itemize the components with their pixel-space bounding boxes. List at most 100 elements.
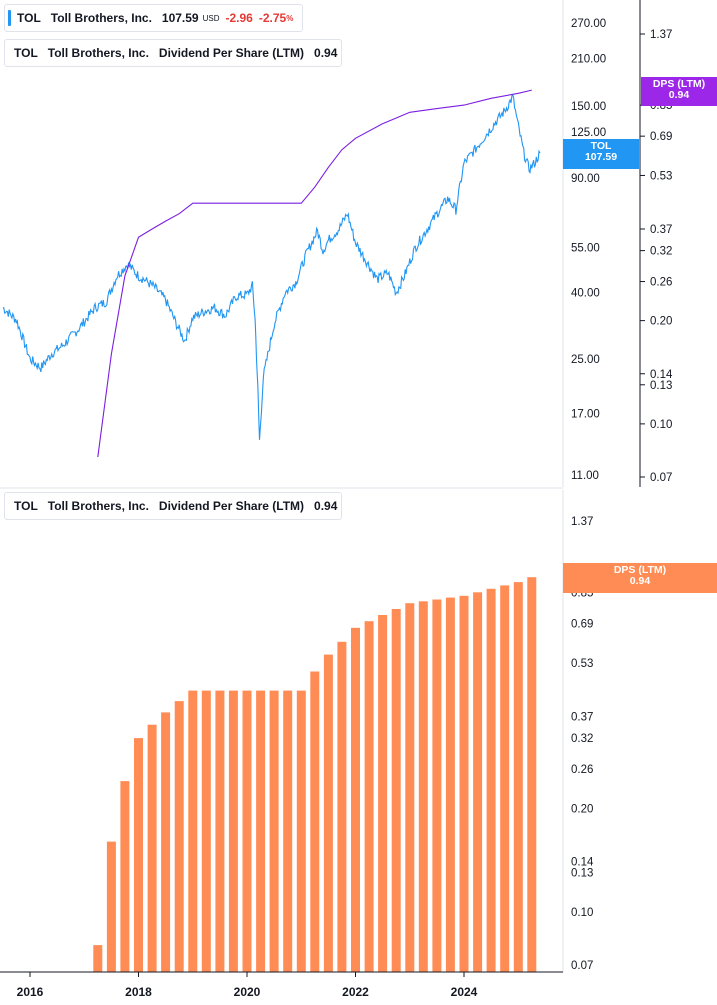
dps-legend-top[interactable]: TOL Toll Brothers, Inc. Dividend Per Sha… <box>4 39 342 67</box>
legend-price-change-pct: -2.75 <box>258 11 287 25</box>
dps-bar-panel <box>93 577 537 972</box>
bar-axis-tick: 0.53 <box>571 658 593 670</box>
dps-axis-tick: 0.14 <box>650 369 673 381</box>
dps-bar <box>527 577 537 972</box>
dps-tag-value: 0.94 <box>668 89 690 101</box>
legend-price-change: -2.96 <box>225 11 253 25</box>
dps-bar <box>310 671 320 972</box>
x-axis-tick: 2022 <box>342 985 369 999</box>
price-axis-tick: 25.00 <box>571 354 600 366</box>
dps-bar <box>351 627 360 972</box>
dps-bar <box>283 690 293 972</box>
x-axis-tick: 2020 <box>234 985 261 999</box>
dps-bar <box>269 690 279 972</box>
legend-company: Toll Brothers, Inc. <box>47 46 149 60</box>
legend-symbol: TOL <box>14 46 38 60</box>
dps-bar <box>147 724 157 972</box>
price-tag-value: 107.59 <box>584 151 618 163</box>
dps-legend-bottom[interactable]: TOL Toll Brothers, Inc. Dividend Per Sha… <box>4 492 342 520</box>
bar-axis-tick: 0.07 <box>571 960 593 972</box>
bar-axis-tick: 0.20 <box>571 803 593 815</box>
legend-company: Toll Brothers, Inc. <box>50 11 152 25</box>
dps-bar <box>405 603 415 972</box>
dps-bar <box>500 585 510 972</box>
dps-bar <box>364 621 374 972</box>
dps-bar <box>323 654 333 972</box>
legend-price-value: 107.59 <box>161 11 199 25</box>
dps-axis-tick: 0.10 <box>650 419 672 431</box>
price-dps-panel <box>2 89 541 458</box>
dps-axis-tick: 1.37 <box>650 29 672 41</box>
dps-tag-value: 0.94 <box>629 575 651 587</box>
dps-axis-tick: 0.26 <box>650 277 672 289</box>
bar-axis-tick: 0.10 <box>571 907 593 919</box>
bar-axis-tick: 0.69 <box>571 618 593 630</box>
price-axis-tick: 40.00 <box>571 288 600 300</box>
dps-bar <box>473 592 483 972</box>
legend-dps-value: 0.94 <box>314 46 338 60</box>
dps-bar <box>432 599 442 972</box>
dps-bar <box>106 841 116 972</box>
x-axis-tick: 2018 <box>125 985 152 999</box>
legend-symbol: TOL <box>17 11 41 25</box>
legend-company: Toll Brothers, Inc. <box>47 499 149 513</box>
legend-symbol: TOL <box>14 499 38 513</box>
dps-tag-label: DPS (LTM) <box>613 564 667 576</box>
bar-axis-tick: 0.26 <box>571 764 593 776</box>
price-series-swatch <box>8 10 11 26</box>
dps-bar <box>378 615 388 972</box>
dps-bar <box>201 690 211 972</box>
dps-bar <box>228 690 238 972</box>
price-axis-tick: 55.00 <box>571 243 600 255</box>
dps-bar <box>296 690 306 972</box>
price-legend[interactable]: TOL Toll Brothers, Inc. 107.59 USD -2.96… <box>4 4 303 32</box>
dps-axis-tick: 0.69 <box>650 131 672 143</box>
bar-axis-tick: 0.13 <box>571 868 593 880</box>
bar-axis-tick: 0.37 <box>571 711 593 723</box>
bar-axis-tick: 0.32 <box>571 733 593 745</box>
dps-bar <box>174 701 184 972</box>
price-axis-tick: 210.00 <box>571 53 606 65</box>
bar-axis-tick: 1.37 <box>571 516 593 528</box>
price-last-tag: TOL 107.59 <box>563 139 639 169</box>
price-axis-tick: 270.00 <box>571 18 606 30</box>
price-line <box>2 93 541 440</box>
dps-axis-tick: 0.37 <box>650 224 672 236</box>
dps-bar <box>337 641 347 972</box>
price-axis-tick: 11.00 <box>571 470 599 482</box>
dps-line <box>97 89 532 458</box>
dps-bar <box>134 738 143 972</box>
legend-pct-sign: % <box>286 13 294 23</box>
dps-axis-tick: 0.13 <box>650 380 672 392</box>
price-axis-tick: 150.00 <box>571 101 606 113</box>
dps-axis-tick: 0.20 <box>650 316 672 328</box>
dps-bar <box>445 597 455 972</box>
legend-dps-value: 0.94 <box>314 499 338 513</box>
dps-bar <box>391 609 401 972</box>
dps-bar <box>215 690 225 972</box>
price-tag-symbol: TOL <box>590 140 612 152</box>
legend-series-name: Dividend Per Share (LTM) <box>158 499 305 513</box>
price-axis-tick: 90.00 <box>571 173 600 185</box>
dps-bar <box>459 595 469 972</box>
dps-last-tag-bottom: DPS (LTM) 0.94 <box>563 563 717 593</box>
dps-bar <box>486 588 496 972</box>
dps-bar <box>93 945 103 972</box>
legend-price-unit: USD <box>202 13 220 23</box>
dps-bar <box>242 690 252 972</box>
dps-bar <box>161 712 171 972</box>
dps-axis-tick: 0.07 <box>650 472 672 484</box>
price-axis-tick: 17.00 <box>571 409 600 421</box>
legend-series-name: Dividend Per Share (LTM) <box>158 46 305 60</box>
dps-axis-tick: 0.32 <box>650 246 672 258</box>
dps-bar <box>188 690 198 972</box>
bar-axis-tick: 0.14 <box>571 857 594 869</box>
dps-bar <box>513 582 523 972</box>
dps-bar <box>256 690 266 972</box>
x-axis-tick: 2024 <box>451 985 478 999</box>
dps-axis-tick: 0.53 <box>650 170 672 182</box>
dps-bar <box>418 601 428 972</box>
dps-last-tag-top: DPS (LTM) 0.94 <box>641 77 717 106</box>
dps-bar <box>120 781 130 972</box>
